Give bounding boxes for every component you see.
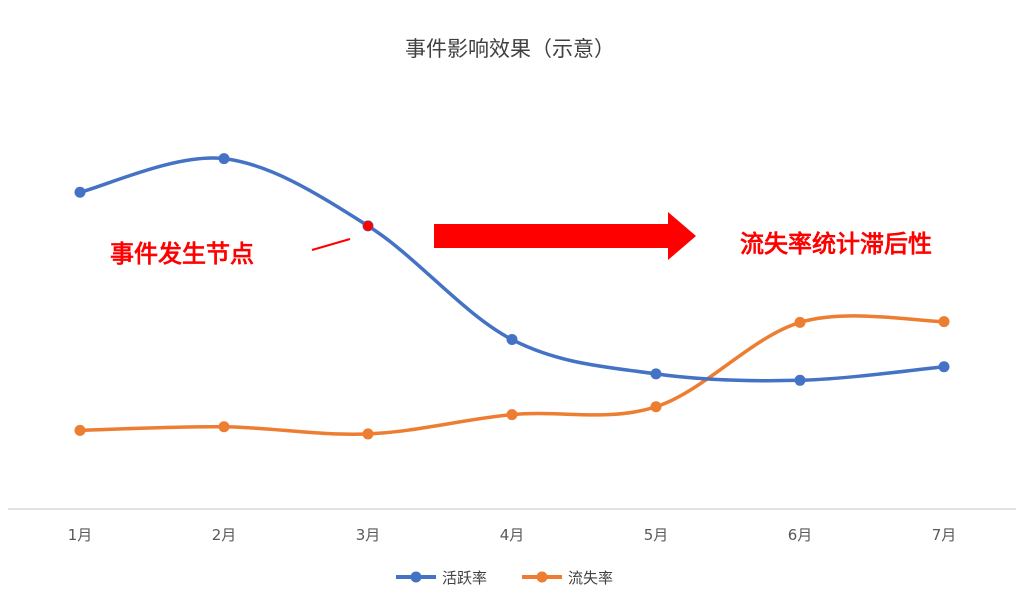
legend: 活跃率 流失率	[396, 569, 613, 587]
x-tick-label: 5月	[644, 526, 669, 544]
data-point[interactable]	[218, 421, 230, 433]
event-pointer-line	[311, 238, 351, 251]
chart-title: 事件影响效果（示意）	[405, 37, 615, 61]
legend-item-active[interactable]: 活跃率	[396, 569, 487, 587]
lag-annotation: 流失率统计滞后性	[434, 212, 932, 260]
data-point[interactable]	[362, 428, 374, 440]
legend-marker-active	[410, 571, 422, 583]
data-point[interactable]	[650, 368, 662, 380]
x-tick-label: 4月	[500, 526, 525, 544]
right-arrow-icon	[434, 212, 696, 260]
data-point[interactable]	[74, 186, 86, 198]
data-point[interactable]	[650, 401, 662, 413]
series-layer	[74, 153, 950, 440]
legend-label-churn: 流失率	[568, 569, 613, 587]
data-point[interactable]	[74, 424, 86, 436]
legend-item-churn[interactable]: 流失率	[522, 569, 613, 587]
event-node-label: 事件发生节点	[110, 240, 254, 268]
series-1	[74, 314, 950, 440]
x-axis-ticks: 1月 2月 3月 4月 5月 6月 7月	[68, 526, 957, 544]
legend-marker-churn	[536, 571, 548, 583]
data-point[interactable]	[938, 316, 950, 328]
data-point[interactable]	[218, 153, 230, 165]
series-line	[78, 156, 946, 383]
series-0	[74, 153, 950, 386]
data-point[interactable]	[794, 374, 806, 386]
x-tick-label: 2月	[212, 526, 237, 544]
x-tick-label: 1月	[68, 526, 93, 544]
event-node-marker	[363, 220, 373, 231]
data-point[interactable]	[938, 361, 950, 373]
lag-label: 流失率统计滞后性	[740, 230, 932, 258]
x-tick-label: 6月	[788, 526, 813, 544]
data-point[interactable]	[506, 409, 518, 421]
data-point[interactable]	[794, 316, 806, 328]
event-annotation: 事件发生节点	[110, 220, 373, 268]
data-point[interactable]	[506, 334, 518, 346]
x-tick-label: 7月	[932, 526, 957, 544]
x-tick-label: 3月	[356, 526, 381, 544]
legend-label-active: 活跃率	[442, 569, 487, 587]
